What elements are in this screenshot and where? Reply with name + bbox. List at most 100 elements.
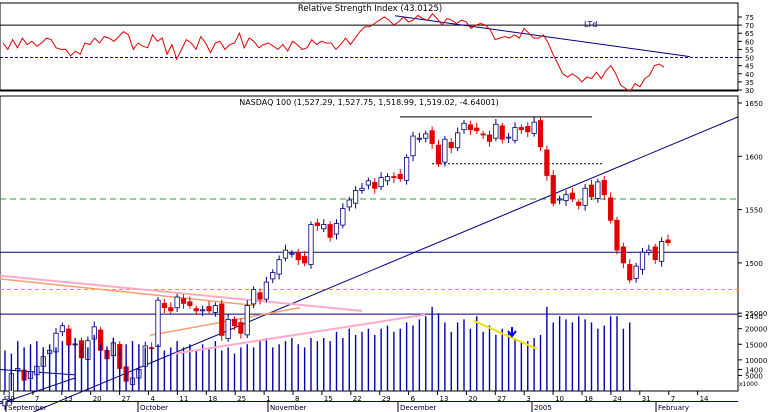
candle-body <box>467 124 473 131</box>
candle-body <box>2 398 8 407</box>
candle-body <box>512 127 518 141</box>
price-tick-label: 1600 <box>745 153 763 161</box>
volume-downtrend-line <box>473 319 538 350</box>
candle-body <box>289 252 295 255</box>
candle-body <box>563 194 569 201</box>
candle-body <box>384 176 391 182</box>
x-tick-label: 20 <box>93 395 102 403</box>
volume-tick-label: 5000 <box>745 372 763 380</box>
candle-body <box>639 251 646 270</box>
x-tick-label: 15 <box>324 395 333 403</box>
candle-body <box>448 142 454 149</box>
candle-body <box>525 126 531 133</box>
month-label: November <box>270 404 307 412</box>
candle-body <box>442 138 448 163</box>
orange-trendline <box>149 306 301 337</box>
candle-body <box>200 309 206 312</box>
x-tick-label: 10 <box>555 395 564 403</box>
rsi-tick-label: 75 <box>745 14 754 22</box>
candle-body <box>601 179 607 196</box>
candle-body <box>627 264 633 281</box>
candle-body <box>404 156 410 181</box>
candle-body <box>270 272 276 280</box>
candle-body <box>378 177 384 188</box>
x-tick-label: 27 <box>122 395 131 403</box>
x-tick-label: 18 <box>208 395 217 403</box>
x-tick-label: 29 <box>382 395 391 403</box>
candle-body <box>557 198 563 201</box>
candle-body <box>493 123 499 139</box>
candle-body <box>155 299 161 347</box>
candle-body <box>633 265 639 279</box>
candle-body <box>435 144 442 165</box>
candle-body <box>416 137 422 140</box>
candle-body <box>608 197 614 221</box>
candle-body <box>333 223 340 235</box>
rsi-tick-label: 45 <box>745 63 754 71</box>
candle-body <box>193 308 199 312</box>
volume-unit-label: x1000 <box>739 381 758 388</box>
x-tick-label: 1 <box>266 395 270 403</box>
candle-body <box>461 122 467 131</box>
candle-body <box>499 125 505 140</box>
candle-body <box>620 246 626 264</box>
rsi-series-line <box>2 13 665 93</box>
rsi-panel-frame <box>0 2 739 92</box>
month-label: October <box>140 404 168 412</box>
candle-body <box>365 180 371 186</box>
candle-body <box>486 134 493 142</box>
rsi-tick-label: 60 <box>745 38 754 46</box>
candle-body <box>391 176 397 179</box>
candle-body <box>359 187 365 191</box>
volume-tick-label: 20000 <box>745 326 767 334</box>
candle-body <box>257 292 263 300</box>
candle-body <box>340 208 346 226</box>
candle-body <box>550 175 556 204</box>
candle-body <box>614 219 620 251</box>
candle-body <box>588 184 595 198</box>
x-tick-label: 8 <box>295 395 299 403</box>
x-tick-label: 25 <box>237 395 246 403</box>
candle-body <box>321 224 327 230</box>
uptrend-line <box>32 116 739 412</box>
candle-body <box>582 187 588 206</box>
candle-body <box>327 224 333 238</box>
volume-trendline <box>174 313 426 355</box>
candle-body <box>244 305 250 336</box>
candle-body <box>544 149 550 176</box>
x-tick-label: 6 <box>411 395 416 403</box>
candle-body <box>595 181 601 199</box>
x-tick-label: 11 <box>179 395 188 403</box>
candle-body <box>646 249 652 253</box>
rsi-tick-label: 65 <box>745 30 754 38</box>
candle-body <box>372 182 378 189</box>
rsi-tick-label: 40 <box>745 71 754 79</box>
x-tick-label: 13 <box>64 395 73 403</box>
candle-body <box>518 127 524 131</box>
candle-body <box>276 259 282 275</box>
candle-body <box>410 135 416 157</box>
candle-body <box>251 289 257 305</box>
volume-tick-label: 15000 <box>745 341 767 349</box>
candle-body <box>206 306 212 312</box>
rsi-ltd-annotation: LTd <box>584 20 597 29</box>
candle-body <box>59 325 65 333</box>
candle-body <box>423 133 429 139</box>
candle-body <box>212 305 218 313</box>
candle-body <box>455 132 461 149</box>
candle-body <box>174 296 180 309</box>
candle-body <box>429 130 435 144</box>
x-tick-label: 18 <box>584 395 593 403</box>
x-tick-label: 22 <box>353 395 362 403</box>
candle-body <box>263 281 269 300</box>
price-tick-label: 1450 <box>745 313 763 321</box>
x-tick-label: 20 <box>468 395 477 403</box>
candle-body <box>353 190 359 204</box>
candle-body <box>295 252 301 261</box>
price-tick-label: 1400 <box>745 367 763 375</box>
price-title: NASDAQ 100 (1,527.29, 1,527.75, 1,518.99… <box>239 98 499 107</box>
candle-body <box>474 127 480 132</box>
candle-body <box>569 192 575 200</box>
